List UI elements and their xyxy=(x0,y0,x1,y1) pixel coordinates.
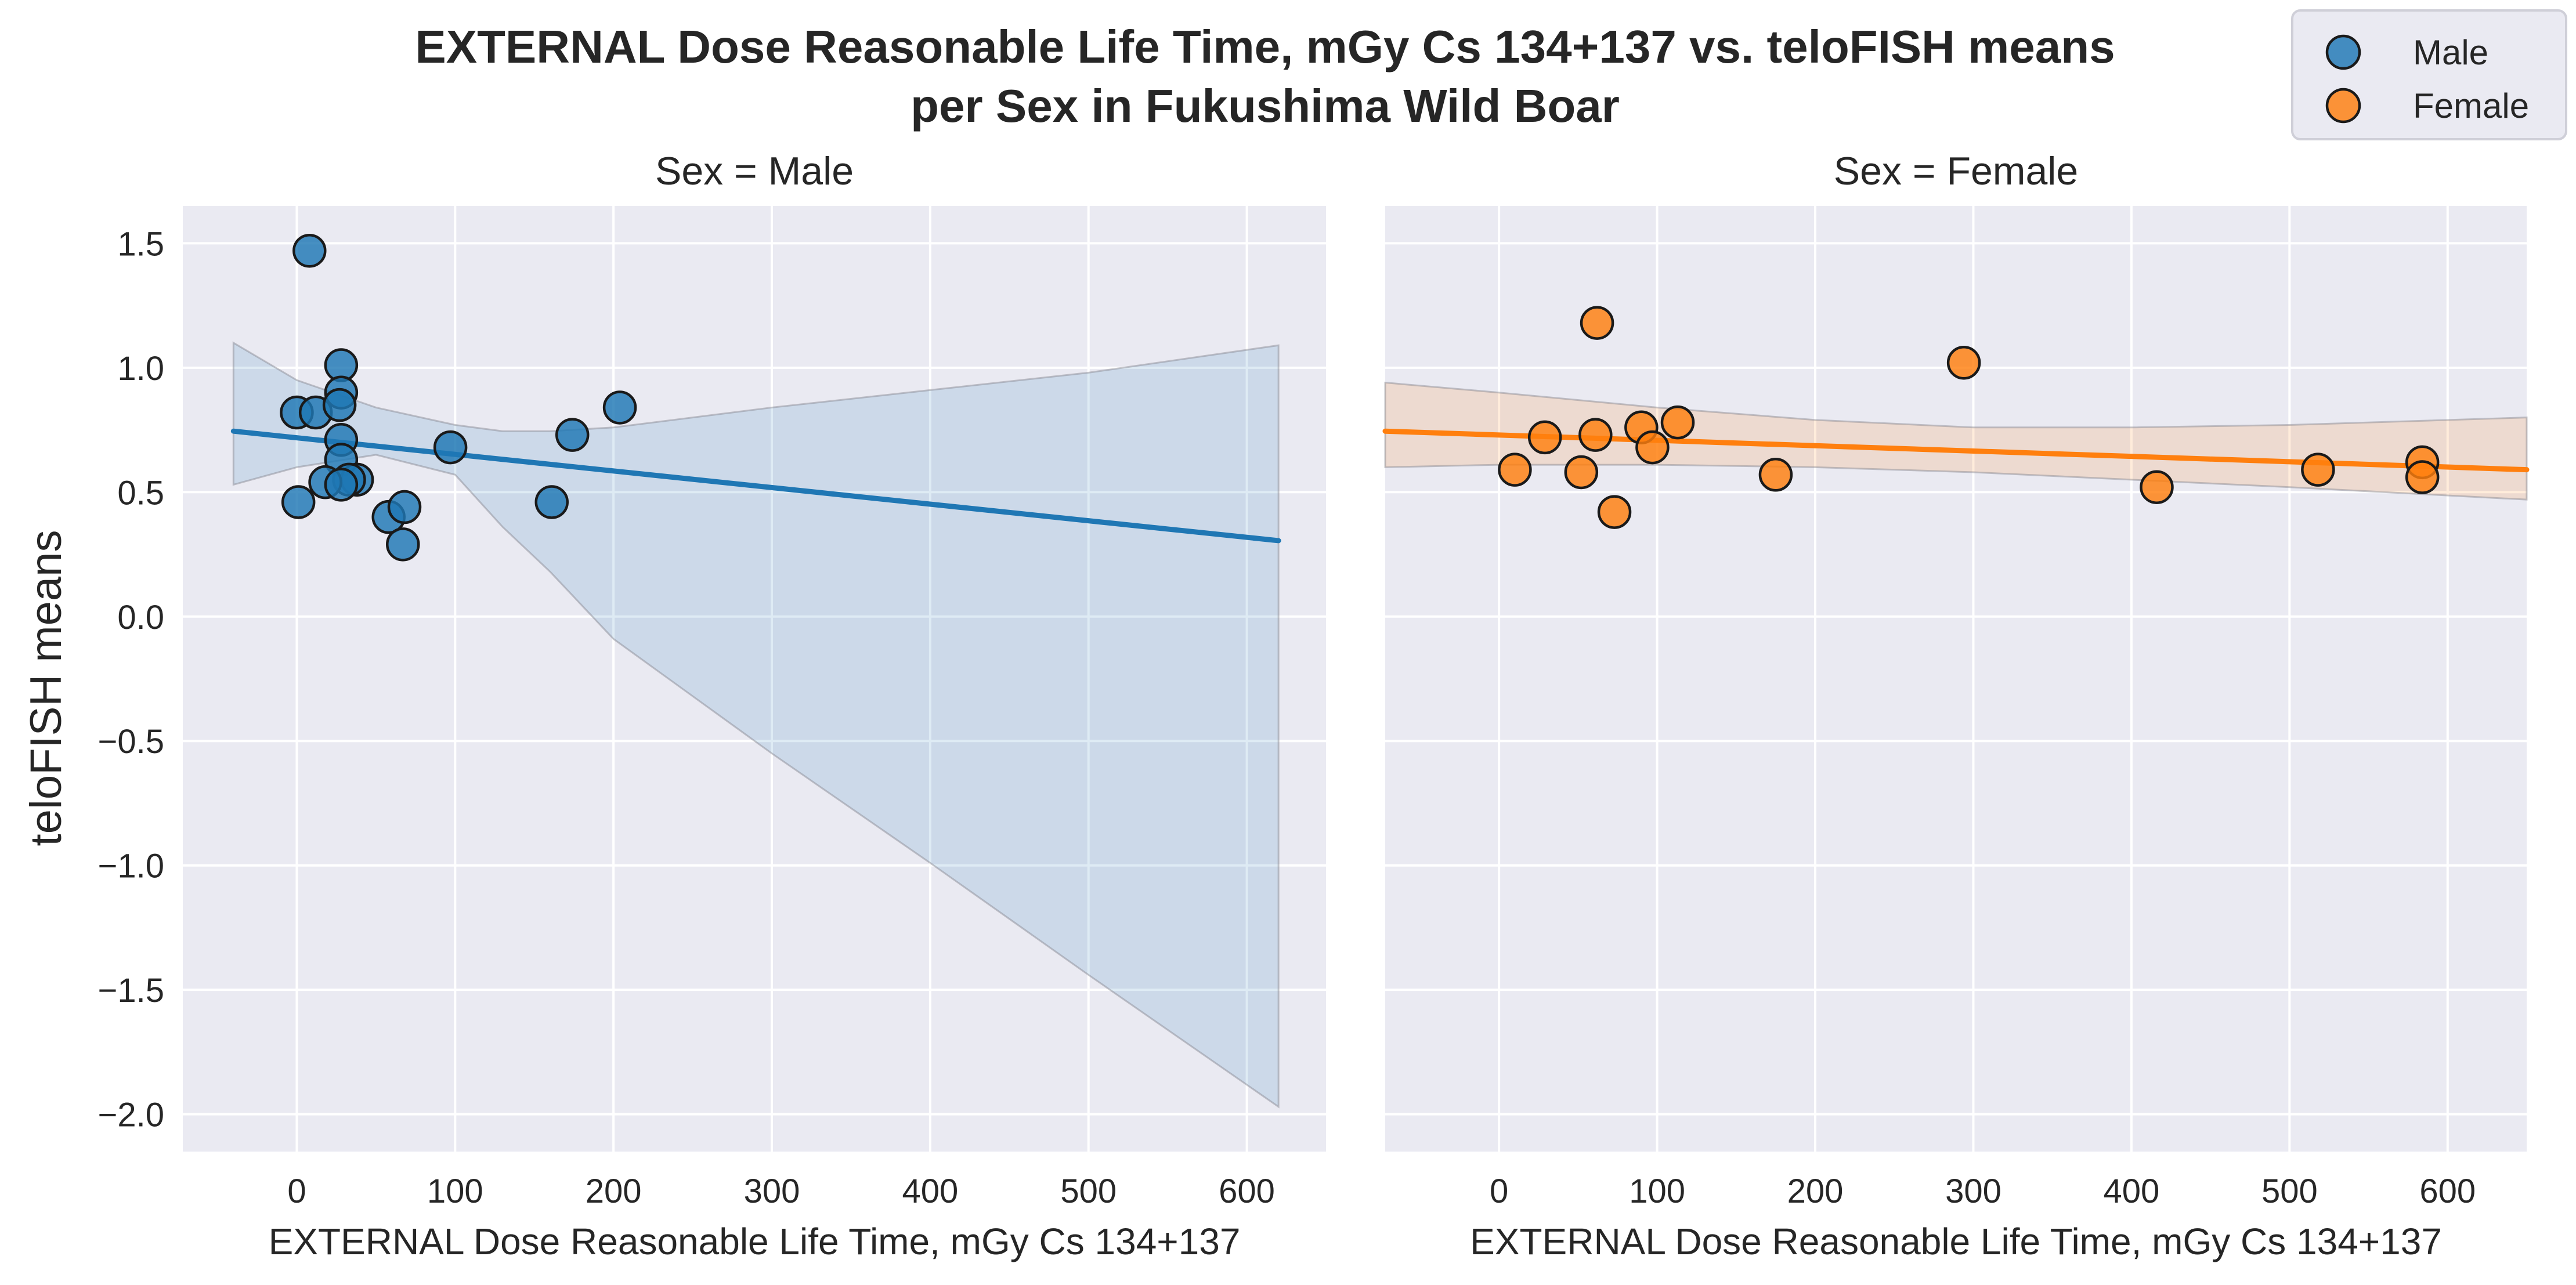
legend-marker xyxy=(2325,34,2361,70)
data-point xyxy=(1578,418,1613,452)
plot-background xyxy=(183,206,1326,1152)
panel-title: Sex = Female xyxy=(1834,149,2078,193)
panels-group: Sex = Male 0 100 200 300 400 500 600 EXTERNAL Do… xyxy=(98,149,2530,1262)
x-tick-label: 400 xyxy=(902,1172,958,1210)
x-tick-label: 100 xyxy=(1629,1172,1685,1210)
legend-marker xyxy=(2325,88,2361,124)
data-point xyxy=(2405,460,2440,494)
y-tick-label: 0.5 xyxy=(117,474,164,512)
y-tick-label: −0.5 xyxy=(98,723,165,761)
x-tick-label: 600 xyxy=(1219,1172,1275,1210)
x-tick-label: 200 xyxy=(586,1172,642,1210)
y-tick-label: −1.0 xyxy=(98,848,165,885)
data-point xyxy=(1758,458,1793,492)
data-point xyxy=(1527,420,1562,455)
data-point xyxy=(534,485,569,519)
y-tick-label: 0.0 xyxy=(117,599,164,636)
y-axis-label: teloFISH means xyxy=(21,530,71,846)
panel-male: Sex = Male 0 100 200 300 400 500 600 EXTERNAL Do… xyxy=(98,149,1326,1262)
x-tick-label: 200 xyxy=(1787,1172,1844,1210)
data-point xyxy=(2140,470,2174,504)
data-point xyxy=(433,430,468,465)
panel-title: Sex = Male xyxy=(655,149,854,193)
data-point xyxy=(1946,345,1981,380)
data-point xyxy=(1564,455,1599,490)
y-tick-label: −2.0 xyxy=(98,1096,165,1134)
x-tick-label: 100 xyxy=(427,1172,483,1210)
x-tick-label: 400 xyxy=(2104,1172,2160,1210)
data-point xyxy=(1660,405,1695,440)
x-tick-label: 500 xyxy=(1060,1172,1117,1210)
x-tick-label: 300 xyxy=(744,1172,800,1210)
chart-title-line-2: per Sex in Fukushima Wild Boar xyxy=(911,80,1620,132)
data-point xyxy=(555,418,590,452)
x-tick-label: 600 xyxy=(2419,1172,2476,1210)
data-point xyxy=(292,233,327,268)
data-point xyxy=(324,468,359,502)
x-tick-label: 0 xyxy=(1490,1172,1508,1210)
legend: Male Female xyxy=(2291,9,2567,140)
panel-female: Sex = Female 0 100 200 300 400 500 600 EXTERNAL … xyxy=(1382,149,2530,1262)
regression-line xyxy=(230,428,1281,544)
y-tick-label: 1.0 xyxy=(117,350,164,388)
data-point xyxy=(281,485,316,519)
data-point xyxy=(2301,453,2335,487)
y-tick-label: −1.5 xyxy=(98,972,165,1009)
data-point xyxy=(322,388,357,422)
data-point xyxy=(602,390,637,425)
data-point xyxy=(387,490,422,524)
data-point xyxy=(1597,495,1632,529)
legend-label: Female xyxy=(2413,86,2529,125)
x-axis-label: EXTERNAL Dose Reasonable Life Time, mGy … xyxy=(269,1221,1241,1262)
data-point xyxy=(1498,453,1532,487)
confidence-band xyxy=(232,341,1280,1109)
chart-title-line-1: EXTERNAL Dose Reasonable Life Time, mGy … xyxy=(415,21,2115,73)
data-point xyxy=(1580,306,1614,340)
x-tick-label: 0 xyxy=(287,1172,306,1210)
regression-line xyxy=(1382,428,2530,473)
x-axis-label: EXTERNAL Dose Reasonable Life Time, mGy … xyxy=(1470,1221,2442,1262)
x-tick-label: 300 xyxy=(1945,1172,2001,1210)
data-point xyxy=(386,527,420,562)
x-tick-label: 500 xyxy=(2261,1172,2318,1210)
legend-label: Male xyxy=(2413,33,2488,72)
data-point xyxy=(1635,430,1670,465)
y-tick-label: 1.5 xyxy=(117,225,164,263)
